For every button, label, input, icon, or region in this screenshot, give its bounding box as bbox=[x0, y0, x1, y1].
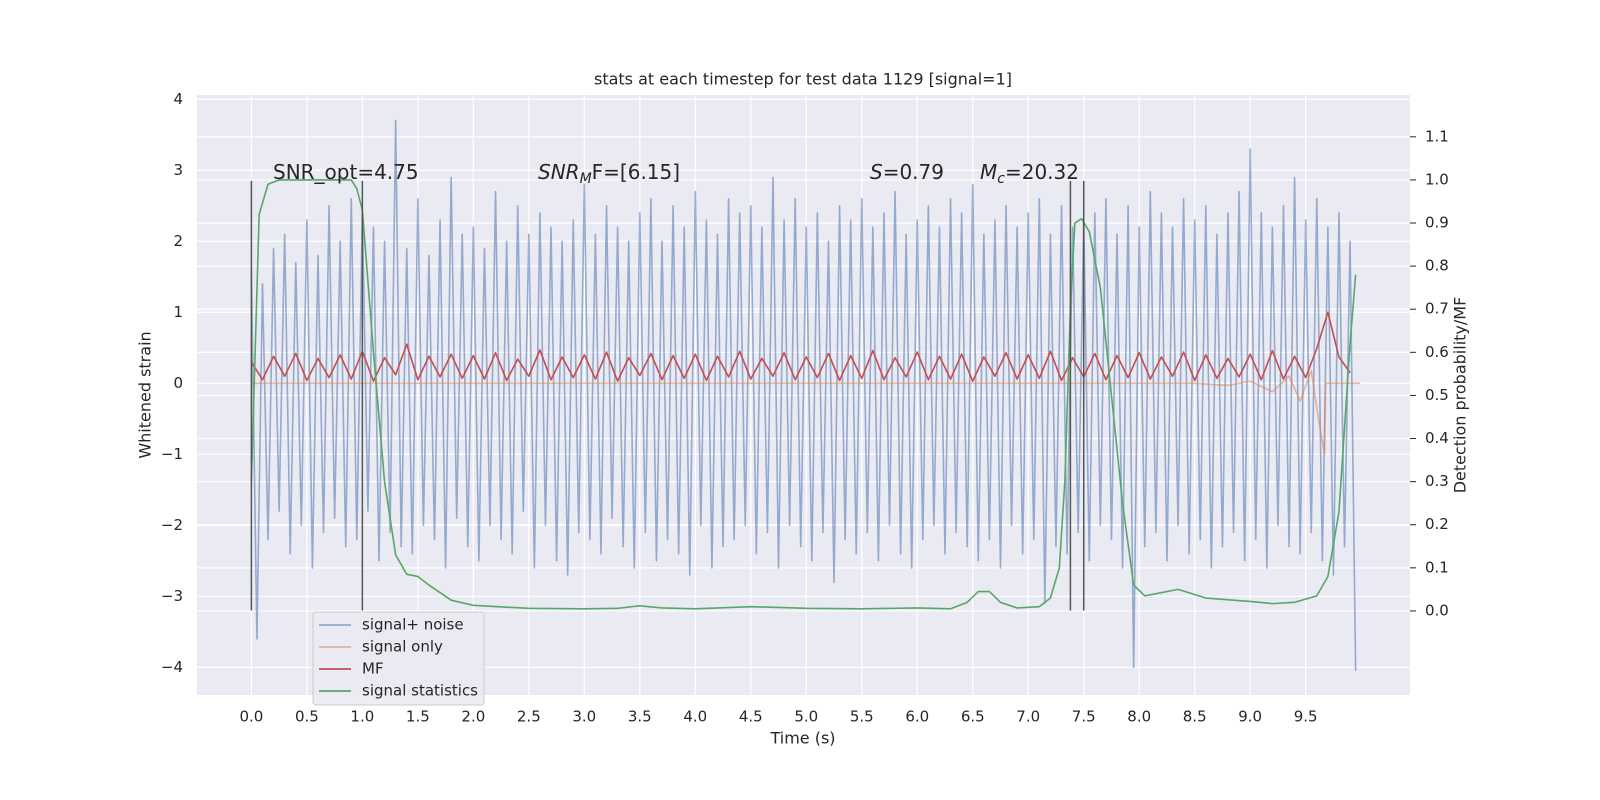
y-tick-label: −1 bbox=[161, 445, 183, 463]
x-tick-label: 3.5 bbox=[628, 708, 652, 726]
annotation-text: SNR_opt=4.75 bbox=[273, 160, 419, 184]
x-tick-label: 6.0 bbox=[905, 708, 929, 726]
legend: signal+ noise signal only MF signal statist… bbox=[312, 611, 485, 706]
annotation-tail: =0.79 bbox=[883, 160, 944, 184]
x-tick-label: 8.5 bbox=[1183, 708, 1207, 726]
y2-tick-label: 0.9 bbox=[1425, 214, 1449, 232]
x-tick-label: 1.5 bbox=[406, 708, 430, 726]
x-tick-label: 0.0 bbox=[239, 708, 263, 726]
y-tick-label: 1 bbox=[173, 303, 183, 321]
y-tick-label: −4 bbox=[161, 658, 183, 676]
y2-tick-label: 0.4 bbox=[1425, 429, 1449, 447]
y2-tick-label: 0.0 bbox=[1425, 601, 1449, 619]
y-tick-label: −3 bbox=[161, 587, 183, 605]
annotation-tail: F=[6.15] bbox=[592, 160, 680, 184]
annotation-tail: =20.32 bbox=[1005, 160, 1079, 184]
y-tick-label: 0 bbox=[173, 374, 183, 392]
x-tick-label: 2.5 bbox=[517, 708, 541, 726]
y2-axis-label: Detection probability/MF bbox=[1451, 297, 1470, 494]
y2-tick-label: 0.8 bbox=[1425, 257, 1449, 275]
legend-label: signal statistics bbox=[362, 682, 478, 700]
y2-tick-label: 0.5 bbox=[1425, 386, 1449, 404]
x-tick-label: 7.5 bbox=[1072, 708, 1096, 726]
y2-tick-label: 0.3 bbox=[1425, 472, 1449, 490]
x-tick-label: 2.0 bbox=[461, 708, 485, 726]
y-axis-label: Whitened strain bbox=[136, 331, 155, 458]
series-line bbox=[250, 179, 1357, 610]
x-tick-label: 8.0 bbox=[1127, 708, 1151, 726]
annotation-text: SNR bbox=[538, 160, 580, 184]
x-tick-label: 6.5 bbox=[961, 708, 985, 726]
series-line bbox=[251, 369, 1361, 456]
x-tick-label: 4.0 bbox=[683, 708, 707, 726]
annotation-subscript: M bbox=[580, 171, 592, 187]
x-tick-label: 5.5 bbox=[850, 708, 874, 726]
chart-title: stats at each timestep for test data 112… bbox=[594, 70, 1012, 89]
y-tick-label: 2 bbox=[173, 232, 183, 250]
y2-tick-label: 0.1 bbox=[1425, 558, 1449, 576]
legend-box bbox=[312, 611, 485, 706]
x-tick-label: 1.0 bbox=[350, 708, 374, 726]
y2-tick-label: 0.2 bbox=[1425, 515, 1449, 533]
annotation-text: S bbox=[870, 160, 883, 184]
legend-label: signal+ noise bbox=[362, 616, 464, 634]
y-tick-label: 3 bbox=[173, 161, 183, 179]
annotation: Mc=20.32 bbox=[980, 160, 1079, 188]
x-tick-label: 9.5 bbox=[1294, 708, 1318, 726]
annotation: SNRMF=[6.15] bbox=[538, 160, 680, 188]
series-line bbox=[250, 311, 1351, 382]
legend-label: MF bbox=[362, 660, 384, 678]
y-tick-label: 4 bbox=[173, 90, 183, 108]
annotation: SNR_opt=4.75 bbox=[273, 160, 419, 184]
y2-tick-label: 0.6 bbox=[1425, 343, 1449, 361]
annotation-subscript: c bbox=[997, 171, 1005, 187]
x-tick-label: 5.0 bbox=[794, 708, 818, 726]
y-tick-label: −2 bbox=[161, 516, 183, 534]
annotation: S=0.79 bbox=[870, 160, 944, 184]
legend-label: signal only bbox=[362, 638, 443, 656]
x-tick-label: 9.0 bbox=[1238, 708, 1262, 726]
y2-tick-label: 0.7 bbox=[1425, 300, 1449, 318]
x-tick-label: 4.5 bbox=[739, 708, 763, 726]
series-line bbox=[250, 119, 1357, 671]
x-tick-label: 0.5 bbox=[295, 708, 319, 726]
annotation-text: M bbox=[980, 160, 997, 184]
y2-tick-label: 1.0 bbox=[1425, 170, 1449, 188]
x-tick-label: 7.0 bbox=[1016, 708, 1040, 726]
x-axis-label: Time (s) bbox=[769, 729, 835, 748]
y2-tick-label: 1.1 bbox=[1425, 127, 1449, 145]
x-tick-label: 3.0 bbox=[572, 708, 596, 726]
